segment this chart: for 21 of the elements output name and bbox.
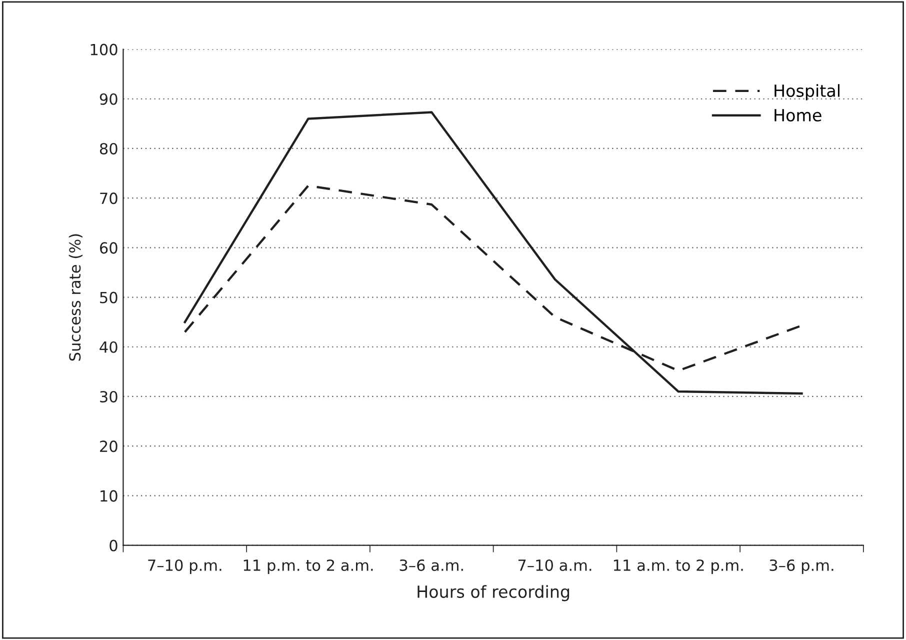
y-tick-label: 10 <box>100 490 118 502</box>
legend-label: Hospital <box>774 84 840 100</box>
x-tick-label: 11 p.m. to 2 a.m. <box>244 559 373 574</box>
y-tick-label: 20 <box>100 440 118 452</box>
y-tick-label: 90 <box>100 93 118 105</box>
y-tick-label: 80 <box>100 142 118 154</box>
y-tick-label: 0 <box>110 540 118 552</box>
x-tick-label: 3–6 a.m. <box>400 559 463 571</box>
y-tick-label: 60 <box>100 242 118 254</box>
x-tick-label: 11 a.m. to 2 p.m. <box>614 559 743 574</box>
x-tick-label: 7–10 a.m. <box>518 559 592 571</box>
y-tick-label: 30 <box>100 390 118 402</box>
x-axis-title: Hours of recording <box>418 585 570 602</box>
y-axis-title: Success rate (%) <box>68 234 82 361</box>
y-tick-label: 70 <box>100 192 118 204</box>
y-tick-label: 50 <box>100 292 118 304</box>
legend-label: Home <box>774 109 822 122</box>
x-tick-label: 3–6 p.m. <box>770 559 834 574</box>
y-tick-label: 40 <box>100 341 118 353</box>
x-tick-label: 7–10 p.m. <box>148 559 222 574</box>
y-tick-label: 100 <box>90 44 118 56</box>
